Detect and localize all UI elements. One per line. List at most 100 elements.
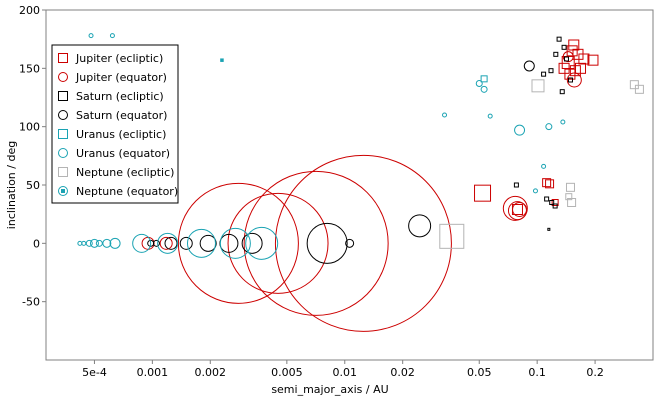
uranus-ecliptic-point bbox=[480, 75, 488, 83]
saturn-ecliptic-point bbox=[541, 71, 547, 77]
x-tick-label: 0.002 bbox=[195, 366, 227, 379]
uranus-equator-point bbox=[95, 239, 103, 247]
legend-swatch-neptune-ecliptic bbox=[58, 167, 68, 177]
saturn-ecliptic-point bbox=[547, 227, 551, 231]
legend-swatch-uranus-equator bbox=[58, 148, 68, 158]
jupiter-equator-point bbox=[243, 170, 389, 316]
uranus-equator-point bbox=[514, 124, 526, 136]
saturn-equator-point bbox=[408, 214, 432, 238]
legend-label-neptune-ecliptic: Neptune (ecliptic) bbox=[76, 166, 174, 179]
jupiter-ecliptic-point bbox=[564, 68, 576, 80]
uranus-equator-point bbox=[88, 33, 94, 39]
saturn-ecliptic-point bbox=[561, 44, 567, 50]
jupiter-ecliptic-point bbox=[542, 178, 552, 188]
neptune-ecliptic-point bbox=[634, 84, 644, 94]
uranus-equator-point bbox=[132, 233, 152, 253]
saturn-ecliptic-point bbox=[559, 89, 565, 95]
neptune-ecliptic-point bbox=[439, 223, 465, 249]
x-tick-label: 0.005 bbox=[271, 366, 303, 379]
saturn-ecliptic-point bbox=[548, 68, 554, 74]
jupiter-ecliptic-point bbox=[568, 39, 580, 51]
y-tick-label: 100 bbox=[19, 121, 40, 134]
uranus-equator-point bbox=[245, 226, 279, 260]
saturn-equator-point bbox=[241, 232, 263, 254]
legend-swatch-neptune-equator bbox=[58, 186, 68, 196]
neptune-ecliptic-point bbox=[531, 79, 545, 93]
neptune-ecliptic-point bbox=[565, 182, 575, 192]
neptune-equator-point bbox=[220, 58, 224, 62]
uranus-equator-point bbox=[186, 228, 216, 258]
uranus-equator-point bbox=[109, 237, 121, 249]
x-tick-label: 0.05 bbox=[467, 366, 492, 379]
saturn-ecliptic-point bbox=[553, 51, 559, 57]
legend: Jupiter (ecliptic) Jupiter (equator) Satur… bbox=[51, 44, 179, 204]
x-tick-label: 0.02 bbox=[390, 366, 415, 379]
y-tick-label: 200 bbox=[19, 4, 40, 17]
uranus-equator-point bbox=[102, 238, 112, 248]
saturn-ecliptic-point bbox=[549, 200, 555, 205]
y-axis: -50 0 50 100 150 200 bbox=[19, 4, 46, 309]
jupiter-equator-point bbox=[159, 236, 173, 250]
uranus-equator-point bbox=[487, 113, 493, 119]
jupiter-equator-point bbox=[227, 192, 329, 294]
saturn-ecliptic-point bbox=[552, 203, 558, 209]
legend-swatch-saturn-ecliptic bbox=[58, 91, 68, 101]
legend-swatch-dot bbox=[61, 189, 65, 193]
saturn-equator-point bbox=[179, 236, 193, 250]
y-tick-label: 50 bbox=[26, 179, 40, 192]
y-tick-label: 150 bbox=[19, 62, 40, 75]
jupiter-equator-point bbox=[566, 72, 582, 88]
legend-swatch-jupiter-equator bbox=[58, 72, 68, 82]
saturn-ecliptic-point bbox=[544, 196, 550, 202]
jupiter-equator-point bbox=[502, 195, 528, 221]
jupiter-ecliptic-point bbox=[587, 54, 599, 66]
saturn-equator-point bbox=[306, 222, 348, 264]
legend-swatch-saturn-equator bbox=[58, 110, 68, 120]
jupiter-equator-point bbox=[274, 154, 452, 332]
uranus-equator-point bbox=[109, 33, 115, 39]
x-axis: 5e-4 0.001 0.002 0.005 0.01 0.02 0.05 0.1 0.2 bbox=[82, 360, 604, 379]
x-axis-label: semi_major_axis / AU bbox=[271, 383, 388, 396]
saturn-ecliptic-point bbox=[513, 182, 519, 188]
legend-swatch-uranus-ecliptic bbox=[58, 129, 68, 139]
uranus-equator-point bbox=[532, 188, 538, 194]
y-tick-label: 0 bbox=[33, 237, 40, 250]
uranus-equator-point bbox=[560, 119, 566, 125]
saturn-equator-point bbox=[164, 236, 178, 250]
uranus-equator-point bbox=[545, 123, 553, 131]
x-tick-label: 0.01 bbox=[333, 366, 358, 379]
legend-label-jupiter-ecliptic: Jupiter (ecliptic) bbox=[75, 52, 163, 65]
uranus-equator-point bbox=[81, 240, 87, 246]
jupiter-ecliptic-point bbox=[474, 184, 492, 202]
y-tick-label: -50 bbox=[22, 296, 40, 309]
jupiter-ecliptic-point bbox=[575, 62, 587, 74]
legend-box bbox=[51, 44, 179, 204]
legend-label-saturn-equator: Saturn (equator) bbox=[76, 109, 167, 122]
saturn-ecliptic-point bbox=[567, 77, 573, 83]
x-tick-label: 0.2 bbox=[586, 366, 604, 379]
jupiter-ecliptic-point bbox=[545, 179, 555, 189]
legend-label-jupiter-equator: Jupiter (equator) bbox=[75, 71, 167, 84]
saturn-ecliptic-point bbox=[563, 56, 569, 62]
jupiter-equator-point bbox=[177, 182, 299, 304]
uranus-equator-point bbox=[475, 80, 483, 87]
legend-swatch-jupiter-ecliptic bbox=[58, 53, 68, 63]
neptune-ecliptic-point bbox=[565, 193, 573, 201]
saturn-ecliptic-point bbox=[556, 36, 562, 42]
jupiter-ecliptic-point bbox=[551, 199, 559, 206]
jupiter-ecliptic-point bbox=[578, 53, 590, 65]
saturn-equator-point bbox=[523, 60, 535, 72]
uranus-equator-point bbox=[85, 239, 93, 247]
saturn-equator-point bbox=[152, 239, 160, 247]
uranus-equator-point bbox=[480, 85, 488, 93]
data-marks bbox=[77, 33, 644, 332]
jupiter-ecliptic-point bbox=[511, 204, 523, 215]
saturn-equator-point bbox=[345, 238, 355, 248]
jupiter-ecliptic-point bbox=[566, 45, 578, 57]
x-tick-label: 0.1 bbox=[528, 366, 546, 379]
uranus-equator-point bbox=[157, 232, 179, 254]
legend-label-saturn-ecliptic: Saturn (ecliptic) bbox=[76, 90, 164, 103]
saturn-equator-point bbox=[199, 234, 217, 252]
legend-label-uranus-ecliptic: Uranus (ecliptic) bbox=[76, 128, 166, 141]
